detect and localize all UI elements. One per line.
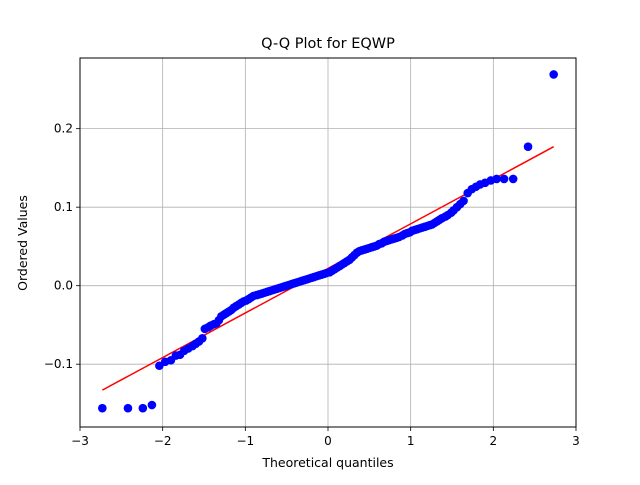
- x-tick-label: 0: [324, 434, 332, 448]
- x-axis-label: Theoretical quantiles: [261, 455, 393, 470]
- data-point: [198, 333, 207, 343]
- x-axis-ticks: −3 −2 −1 0 1 2 3: [71, 427, 580, 448]
- chart-title: Q-Q Plot for EQWP: [261, 36, 395, 52]
- x-tick-label: −2: [154, 434, 172, 448]
- y-tick-label: −0.1: [44, 357, 73, 371]
- data-point: [549, 70, 558, 79]
- x-tick-label: 3: [572, 434, 580, 448]
- x-tick-label: −1: [236, 434, 254, 448]
- y-tick-label: 0.0: [54, 279, 73, 293]
- x-tick-label: 2: [490, 434, 498, 448]
- x-tick-label: 1: [407, 434, 415, 448]
- y-tick-label: 0.2: [54, 122, 73, 136]
- data-points-layer: [98, 70, 558, 413]
- y-tick-label: 0.1: [54, 200, 73, 214]
- data-point: [123, 403, 133, 413]
- x-tick-label: −3: [71, 434, 89, 448]
- data-point: [523, 142, 533, 152]
- data-point: [147, 400, 157, 410]
- data-point: [459, 196, 468, 206]
- data-point: [499, 174, 509, 184]
- y-axis-ticks: −0.1 0.0 0.1 0.2: [44, 122, 80, 371]
- data-point: [508, 174, 518, 184]
- data-point: [492, 174, 501, 184]
- data-point: [138, 403, 148, 413]
- y-axis-label: Ordered Values: [15, 195, 30, 291]
- data-point: [98, 403, 107, 413]
